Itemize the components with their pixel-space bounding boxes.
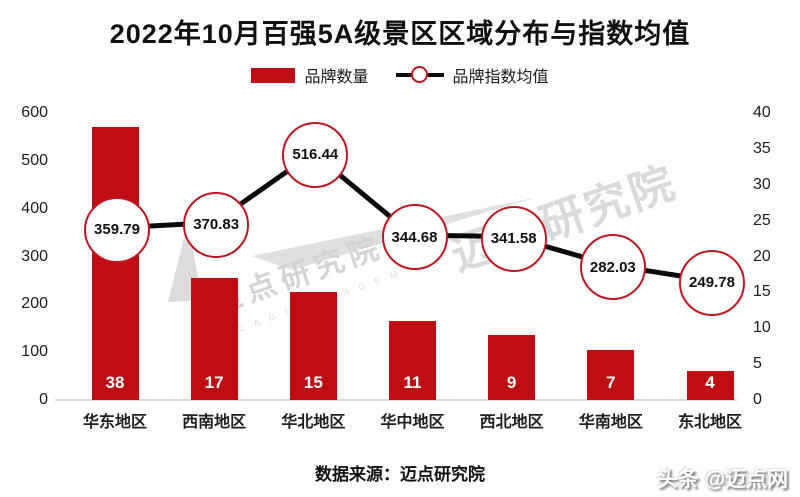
- bar: 38: [91, 127, 139, 400]
- line-marker: 516.44: [282, 121, 349, 188]
- source-note: 数据来源：迈点研究院: [315, 465, 485, 484]
- bar: 4: [686, 371, 734, 400]
- bar-value-label: 15: [303, 373, 323, 392]
- line-marker-value: 282.03: [589, 258, 636, 276]
- left-axis-tick: 600: [21, 104, 48, 121]
- bar-value-label: 4: [705, 372, 715, 392]
- right-axis-tick: 15: [753, 283, 771, 301]
- line-marker: 370.83: [183, 191, 250, 258]
- left-axis-tick: 300: [21, 247, 48, 265]
- bar-value-label: 17: [204, 372, 224, 392]
- line-marker: 344.68: [381, 204, 448, 271]
- x-axis-line: [55, 399, 737, 401]
- line-marker: 282.03: [579, 234, 646, 301]
- x-axis-label: 华北地区: [281, 414, 346, 431]
- left-axis-tick: 200: [21, 295, 48, 313]
- line-marker-value: 370.83: [193, 216, 240, 234]
- line-marker-value: 516.44: [292, 146, 339, 164]
- left-axis-tick: 0: [39, 391, 48, 408]
- right-axis-tick: 5: [753, 355, 762, 373]
- bar: 17: [190, 278, 238, 400]
- bar: 11: [389, 321, 436, 400]
- right-axis-tick: 35: [753, 139, 771, 157]
- line-marker: 359.79: [84, 196, 150, 263]
- x-axis-label: 西南地区: [182, 414, 247, 431]
- line-marker: 341.58: [480, 205, 547, 272]
- legend-bar-swatch-icon: [251, 67, 296, 83]
- right-axis-tick: 40: [753, 104, 771, 121]
- bar-value-label: 7: [606, 372, 616, 392]
- x-axis-label: 东北地区: [677, 414, 742, 431]
- right-axis-tick: 0: [753, 391, 762, 408]
- line-marker-value: 249.78: [689, 274, 735, 292]
- line-marker-value: 344.68: [391, 228, 438, 246]
- left-axis-tick: 400: [21, 199, 48, 217]
- line-marker: 249.78: [679, 249, 745, 316]
- x-axis-label: 华东地区: [82, 414, 147, 431]
- legend: 品牌数量 品牌指数均值: [0, 63, 800, 87]
- legend-bar-label: 品牌数量: [304, 69, 369, 86]
- x-axis-label: 西北地区: [479, 414, 544, 431]
- legend-line-label: 品牌指数均值: [452, 69, 549, 86]
- right-axis-tick: 30: [753, 175, 771, 193]
- line-marker-value: 359.79: [94, 221, 140, 239]
- right-axis-tick: 20: [753, 247, 771, 265]
- bar-value-label: 11: [403, 372, 422, 392]
- x-axis-label: 华南地区: [578, 414, 643, 431]
- line-marker-value: 341.58: [490, 230, 537, 248]
- right-axis-tick: 25: [753, 211, 771, 229]
- x-axis-label: 华中地区: [380, 414, 445, 431]
- bar-value-label: 38: [105, 372, 125, 392]
- right-axis-tick: 10: [753, 319, 771, 337]
- toutiao-watermark: 头条 @迈点网: [656, 468, 788, 491]
- bar: 7: [587, 349, 635, 400]
- legend-line-marker-icon: [395, 66, 444, 84]
- bar-value-label: 9: [506, 372, 517, 392]
- bar: 9: [488, 335, 536, 400]
- bar: 15: [289, 292, 337, 400]
- left-axis-tick: 500: [21, 151, 48, 169]
- left-axis-tick: 100: [21, 343, 48, 361]
- page-title: 2022年10月百强5A级景区区域分布与指数均值: [109, 19, 691, 49]
